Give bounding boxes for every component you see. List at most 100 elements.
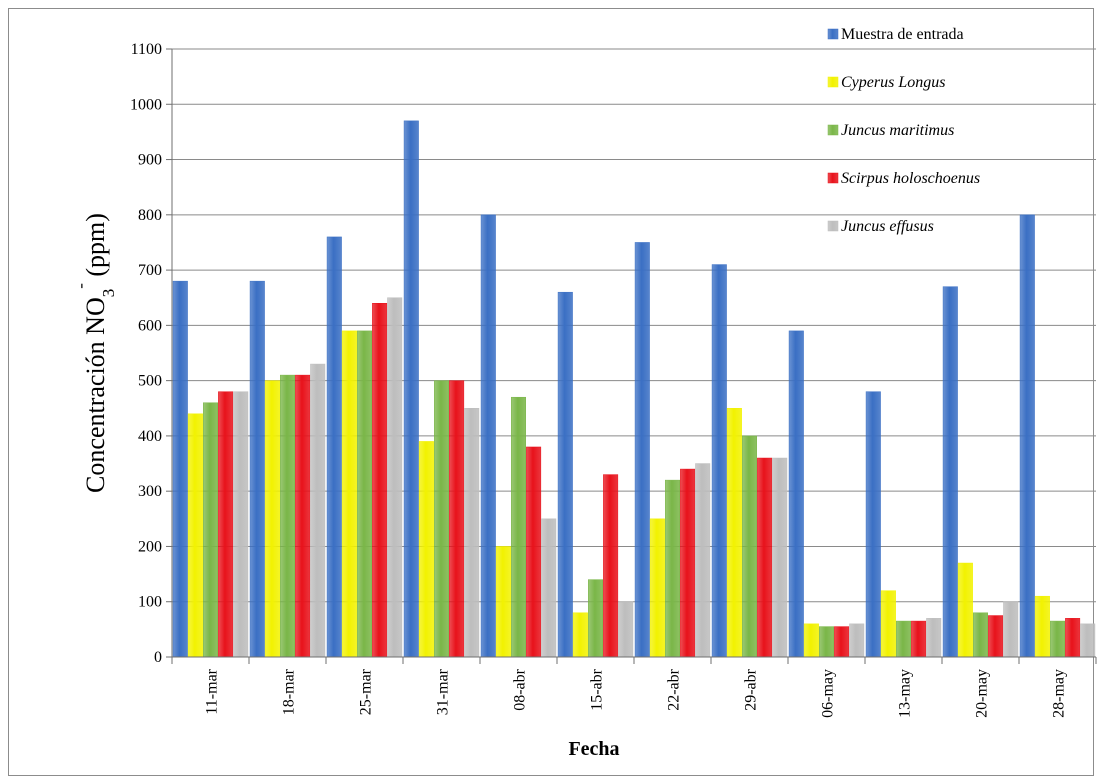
bar [310,363,326,658]
y-axis-tick-labels: 0 100 200 300 400 500 600 700 800 900 1000 1100 [130,41,162,666]
bar [357,330,372,658]
y-tick-label: 100 [138,594,162,611]
bar [834,626,850,658]
axes [171,49,1097,664]
bar [1034,595,1050,658]
bar [819,626,834,658]
y-tick-label: 200 [138,538,162,555]
y-tick-label: 900 [138,152,162,169]
y-axis-title-subscript: 3 [99,289,118,298]
bar [988,615,1004,658]
x-tick-label: 31-mar [435,668,452,715]
bar [557,291,573,658]
y-tick-label: 1000 [130,96,162,113]
legend-swatch [827,220,839,232]
bar [387,297,403,658]
bar [172,280,188,658]
legend-swatch [827,172,839,184]
legend-label: Scirpus holoschoenus [841,170,980,187]
legend-swatch [827,124,839,136]
bar [742,435,757,658]
bar [695,463,711,658]
bar [280,374,295,658]
bar [418,441,434,658]
bar [403,120,419,658]
bar [680,468,696,658]
bar [1003,601,1019,658]
y-tick-label: 800 [138,207,162,224]
bar [803,623,819,658]
legend-label: Juncus effusus [841,218,934,235]
y-axis-title-unit: (ppm) [81,213,110,283]
x-tick-label: 22-abr [666,668,683,710]
bar [541,518,557,658]
bar [464,408,480,658]
legend-swatch [827,28,839,40]
bar [603,474,619,658]
x-tick-label: 13-may [897,669,914,718]
bar [788,330,804,658]
y-tick-label: 600 [138,317,162,334]
bar [449,380,465,658]
bar [264,380,280,658]
bar [233,391,249,658]
y-tick-label: 1100 [131,41,162,58]
y-tick-label: 0 [154,649,162,666]
y-tick-label: 700 [138,262,162,279]
bar [1065,618,1081,658]
bars [172,120,1096,658]
bar [341,330,357,658]
bar [911,620,927,658]
x-axis-tick-labels: 11-mar 18-mar 25-mar 31-mar 08-abr 15-abr 22-a… [204,668,1068,718]
bar [495,546,511,658]
bar [572,612,588,658]
bar [711,264,727,658]
bar [880,590,896,658]
bar [973,612,988,658]
bar [511,396,526,658]
bar [326,236,342,658]
bar [618,601,634,658]
x-tick-label: 11-mar [204,668,221,714]
x-axis-title: Fecha [568,738,619,760]
bar [295,374,311,658]
bar [434,380,449,658]
bar [526,446,542,658]
y-axis-title: Concentración NO3 - (ppm) [71,213,118,493]
bar [896,620,911,658]
y-tick-label: 300 [138,483,162,500]
y-tick-label: 400 [138,428,162,445]
y-tick-label: 500 [138,373,162,390]
bar [1019,214,1035,658]
legend: Muestra de entrada Cyperus Longus Juncus m… [827,26,980,235]
bar [957,562,973,658]
x-tick-label: 08-abr [512,668,529,710]
bar [649,518,665,658]
bar [772,457,788,658]
y-axis-title-main: Concentración NO [81,297,110,493]
x-tick-label: 20-may [974,669,991,718]
x-tick-label: 25-mar [358,668,375,715]
legend-swatch [827,76,839,88]
x-tick-label: 28-may [1051,669,1068,718]
legend-label: Juncus maritimus [841,122,954,139]
bar [665,479,680,658]
bar [926,618,942,658]
legend-label: Muestra de entrada [841,26,964,43]
bar [726,408,742,658]
y-axis-title-superscript: - [71,283,90,289]
x-tick-label: 18-mar [281,668,298,715]
bar [942,286,958,658]
bar [218,391,234,658]
bar [480,214,496,658]
bar [588,579,603,658]
bar [849,623,865,658]
bar [249,280,265,658]
bar [1080,623,1096,658]
bar [372,303,388,658]
bar [865,391,881,658]
legend-label: Cyperus Longus [841,74,945,91]
x-tick-label: 06-may [820,669,837,718]
bar [1050,620,1065,658]
